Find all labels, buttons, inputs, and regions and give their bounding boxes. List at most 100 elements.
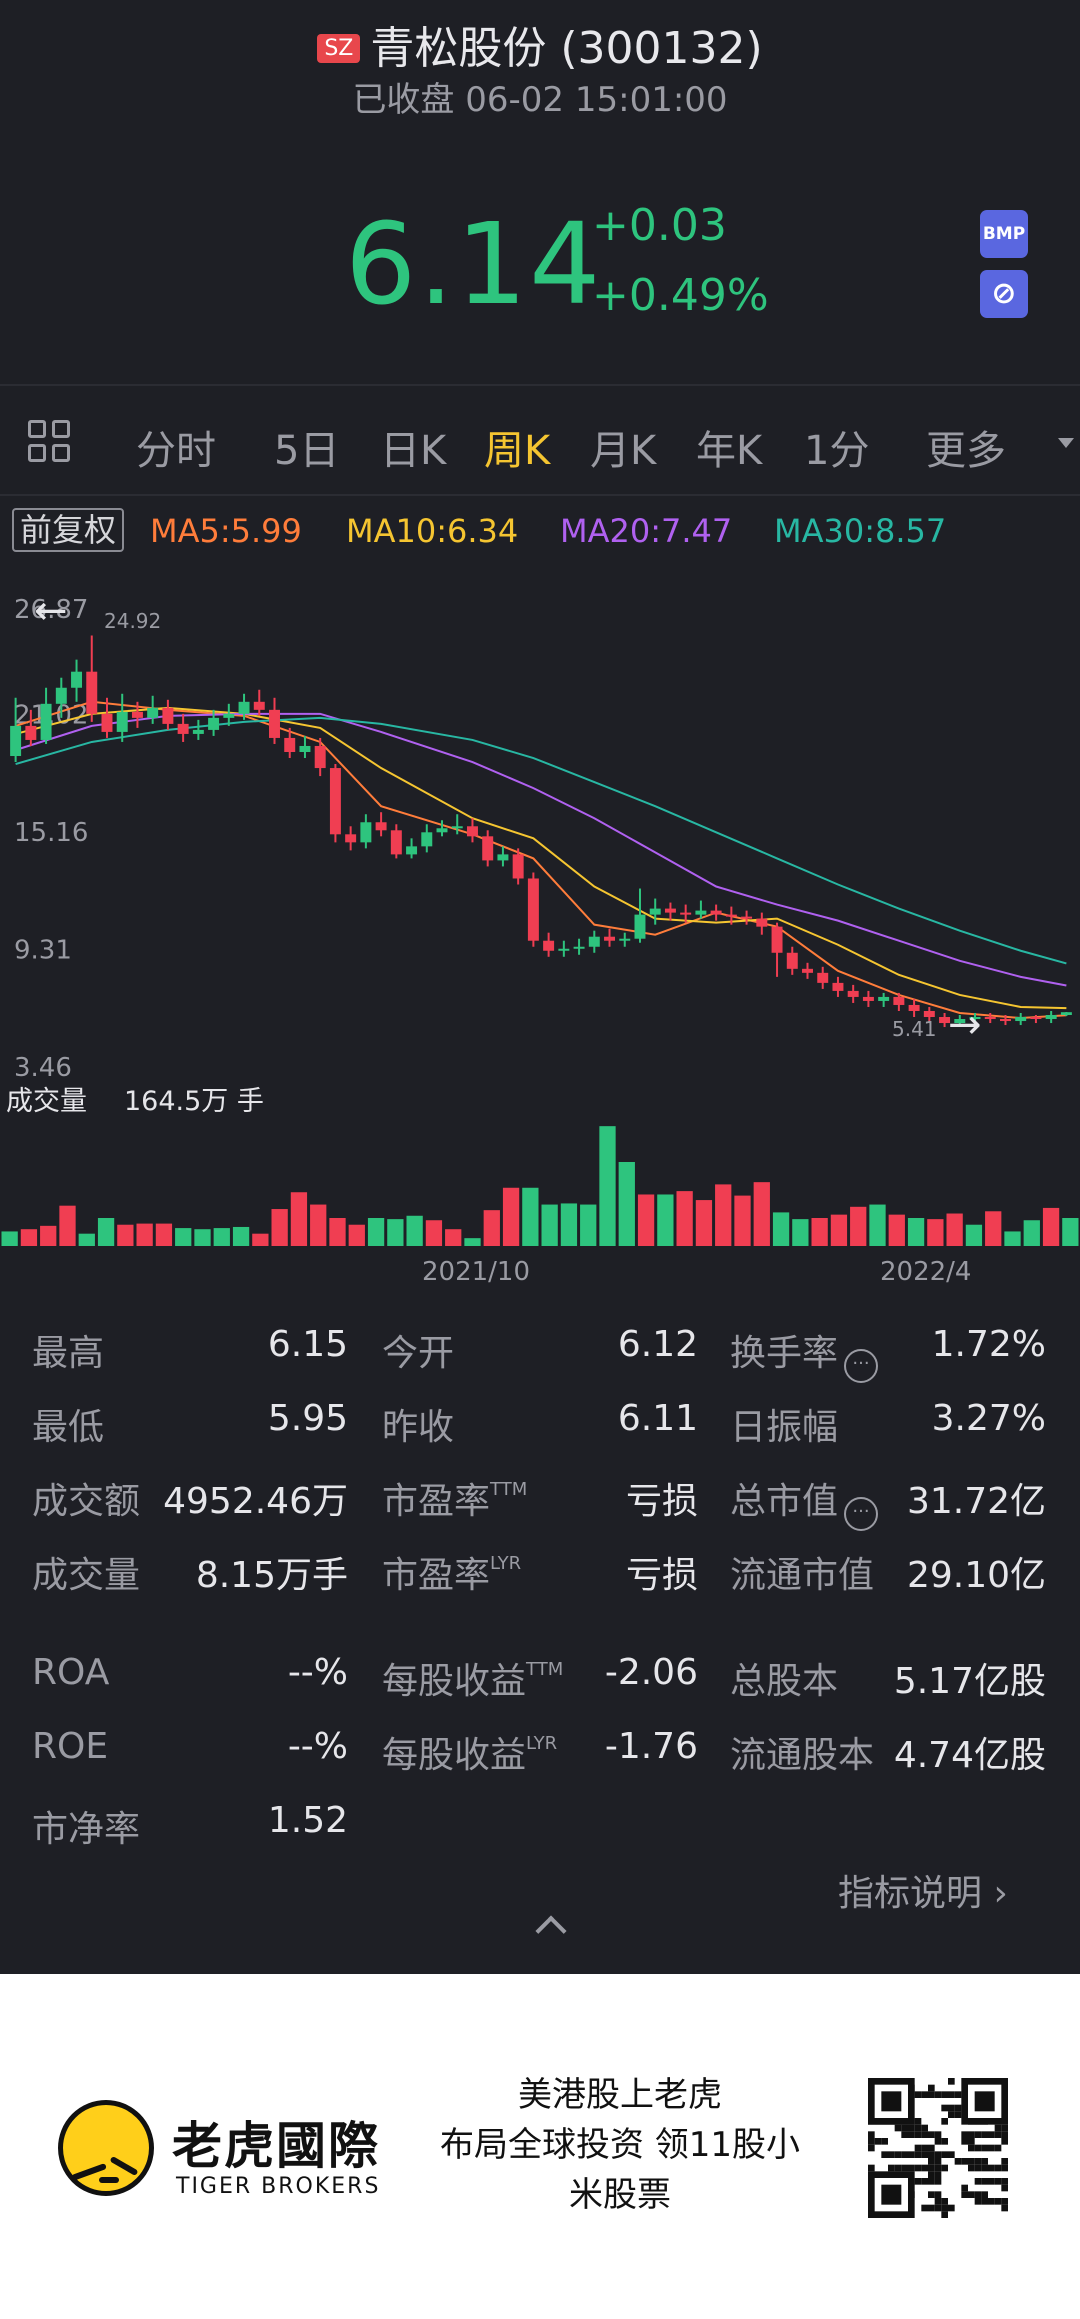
stat-label: 市盈率 bbox=[382, 1555, 491, 1596]
volume-bar bbox=[175, 1228, 192, 1246]
stat-label: 成交额 bbox=[32, 1481, 141, 1522]
volume-bar bbox=[329, 1218, 346, 1246]
candle bbox=[208, 717, 220, 730]
ma20-line bbox=[15, 712, 1067, 987]
candle bbox=[299, 745, 311, 752]
candle bbox=[999, 1019, 1011, 1022]
ma30-value: MA30:8.57 bbox=[774, 512, 947, 550]
x-axis-label: 2022/4 bbox=[880, 1257, 971, 1287]
candle bbox=[695, 910, 707, 915]
tab-daily-k[interactable]: 日K bbox=[380, 428, 447, 474]
exchange-badge: SZ bbox=[317, 34, 361, 63]
volume-bar bbox=[194, 1229, 211, 1246]
stat-label: 市净率 bbox=[32, 1809, 141, 1850]
candle bbox=[131, 711, 143, 718]
candle bbox=[1015, 1017, 1027, 1022]
stat-label: 流通股本 bbox=[730, 1735, 875, 1776]
volume-bar bbox=[657, 1194, 674, 1246]
candle bbox=[223, 713, 235, 718]
tab-1min[interactable]: 1分 bbox=[804, 428, 870, 474]
candle bbox=[40, 703, 52, 740]
candle bbox=[832, 982, 844, 991]
volume-bar bbox=[387, 1219, 404, 1246]
candle bbox=[680, 912, 692, 915]
tab-yearly-k[interactable]: 年K bbox=[696, 428, 763, 474]
stock-title: SZ 青松股份 (300132) bbox=[0, 12, 1080, 76]
no-short-icon[interactable]: ⊘ bbox=[980, 270, 1028, 318]
stat-value: --% bbox=[287, 1726, 348, 1767]
volume-bar bbox=[830, 1214, 848, 1246]
volume-bar bbox=[850, 1206, 867, 1246]
stat-value: 5.17亿股 bbox=[893, 1661, 1046, 1702]
stat-value: 亏损 bbox=[625, 1481, 698, 1522]
info-icon[interactable]: ··· bbox=[844, 1497, 879, 1531]
candle bbox=[908, 1004, 920, 1011]
volume-bar bbox=[1, 1231, 18, 1246]
tab-weekly-k[interactable]: 周K bbox=[484, 428, 551, 474]
candle bbox=[725, 914, 737, 917]
candle bbox=[664, 908, 676, 913]
candle bbox=[954, 1019, 966, 1024]
volume-bar bbox=[715, 1184, 732, 1246]
last-price: 6.14 bbox=[345, 200, 603, 330]
stat-sup: LYR bbox=[490, 1553, 522, 1574]
tab-5day[interactable]: 5日 bbox=[274, 428, 340, 474]
qr-code[interactable] bbox=[868, 2078, 1008, 2218]
stat-sup: TTM bbox=[490, 1479, 528, 1500]
chevron-right-icon: › bbox=[993, 1873, 1008, 1914]
grid-menu-icon[interactable] bbox=[28, 420, 74, 466]
tab-intraday[interactable]: 分时 bbox=[136, 428, 216, 474]
stat-label: 总股本 bbox=[730, 1661, 839, 1702]
candle bbox=[543, 940, 555, 951]
volume-bar bbox=[1023, 1220, 1040, 1246]
candle bbox=[619, 938, 631, 941]
adjust-mode-button[interactable]: 前复权 bbox=[12, 508, 125, 552]
dropdown-arrow-icon[interactable] bbox=[1058, 438, 1074, 448]
tab-monthly-k[interactable]: 月K bbox=[590, 428, 657, 474]
right-arrow-icon[interactable]: → bbox=[948, 1002, 982, 1048]
candle bbox=[878, 996, 890, 1001]
stat-label: 每股收益 bbox=[382, 1735, 527, 1776]
candle bbox=[116, 711, 128, 732]
info-icon[interactable]: ··· bbox=[844, 1349, 879, 1383]
volume-bar bbox=[310, 1204, 327, 1246]
volume-bar bbox=[483, 1210, 500, 1246]
stat-value: 8.15万手 bbox=[195, 1555, 348, 1596]
candle bbox=[497, 854, 509, 861]
volume-bar bbox=[502, 1187, 520, 1246]
indicator-explain-link[interactable]: 指标说明 › bbox=[838, 1864, 1008, 1916]
volume-bar bbox=[59, 1205, 76, 1246]
volume-bar bbox=[946, 1213, 963, 1246]
volume-bar bbox=[78, 1233, 95, 1246]
candle bbox=[512, 854, 524, 879]
volume-bar bbox=[888, 1214, 905, 1246]
left-arrow-icon[interactable]: ← bbox=[34, 588, 68, 634]
y-axis-label: 26.87 bbox=[14, 595, 88, 625]
bmp-icon[interactable]: BMP bbox=[980, 210, 1028, 258]
candle bbox=[284, 737, 296, 752]
volume-bar bbox=[907, 1218, 925, 1246]
stat-label: 今开 bbox=[382, 1333, 455, 1374]
price-change: +0.03 bbox=[592, 200, 727, 251]
candle bbox=[710, 910, 722, 915]
volume-bar bbox=[580, 1204, 597, 1246]
candle bbox=[147, 707, 159, 718]
ma-legend: 前复权 MA5:5.99 MA10:6.34 MA20:7.47 MA30:8.… bbox=[0, 506, 1080, 556]
brand-name-cn: 老虎國際 bbox=[172, 2117, 380, 2175]
quote-screen bbox=[0, 0, 1080, 1974]
candle bbox=[269, 709, 280, 738]
volume-bar bbox=[117, 1224, 134, 1246]
volume-bar bbox=[97, 1218, 115, 1246]
candle bbox=[558, 948, 570, 951]
candle bbox=[10, 725, 22, 757]
period-tabs: 分时 5日 日K 周K 月K 年K 1分 更多 bbox=[0, 386, 1080, 496]
stat-value: 亏损 bbox=[625, 1555, 698, 1596]
candle bbox=[101, 713, 113, 732]
tab-more[interactable]: 更多 bbox=[926, 428, 1006, 474]
candle bbox=[573, 946, 585, 949]
stat-value: 1.52 bbox=[267, 1800, 348, 1841]
stat-value: 4.74亿股 bbox=[893, 1735, 1046, 1776]
candle bbox=[253, 701, 265, 710]
stat-label: 最低 bbox=[32, 1407, 105, 1448]
